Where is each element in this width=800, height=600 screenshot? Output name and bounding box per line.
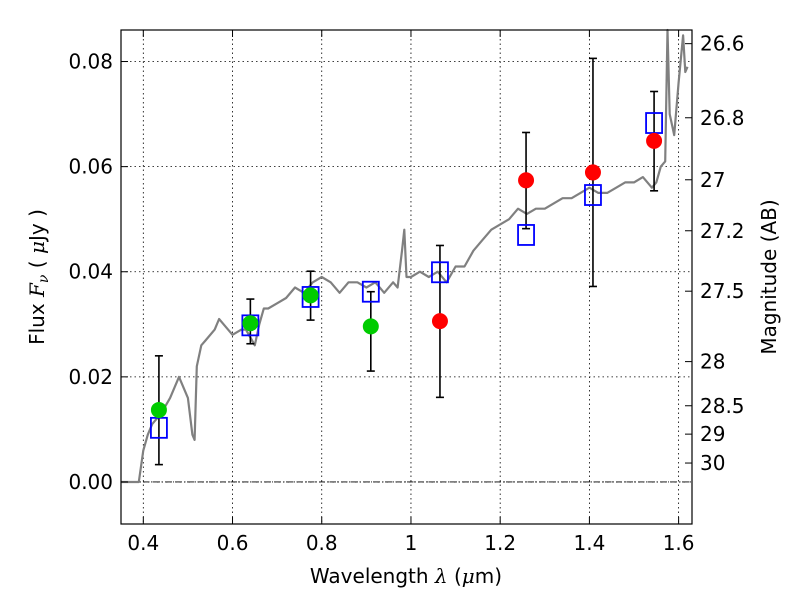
y-axis-label: Flux Fν ( μJy ): [25, 209, 52, 345]
observed-point-marker: [150, 401, 167, 418]
y2-tick-label: 27.2: [700, 219, 745, 243]
y2-tick-label: 26.8: [700, 106, 745, 130]
y-tick-label: 0.06: [68, 155, 113, 179]
plot-frame: [120, 29, 693, 525]
y2-tick-label: 27: [700, 168, 725, 192]
x-tick-label: 0.4: [127, 531, 159, 555]
x-tick-label: 1.6: [663, 531, 695, 555]
markers: [150, 112, 663, 439]
observed-point-marker: [362, 318, 379, 335]
model-square-marker: [584, 184, 602, 206]
y2-tick-label: 27.5: [700, 279, 745, 303]
y-tick-label: 0.00: [68, 470, 113, 494]
y2-tick-label: 29: [700, 422, 725, 446]
x-tick-label: 1: [405, 531, 418, 555]
observed-point-marker: [646, 132, 663, 149]
observed-point-marker: [518, 172, 535, 189]
y2-tick-label: 28.5: [700, 394, 745, 418]
model-square-marker: [431, 261, 449, 284]
y-tick-label: 0.02: [68, 365, 113, 389]
model-square-marker: [301, 286, 320, 308]
model-square-marker: [361, 280, 380, 303]
y2-tick-label: 28: [700, 350, 725, 374]
y-tick-label: 0.08: [68, 50, 113, 74]
model-square-marker: [517, 224, 535, 246]
y2-tick-label: 30: [700, 451, 725, 475]
grid: [121, 30, 692, 524]
x-axis-label: Wavelength λ (μm): [310, 564, 502, 588]
observed-point-marker: [584, 164, 601, 181]
y-tick-label: 0.04: [68, 260, 113, 284]
y2-tick-label: 26.6: [700, 32, 745, 56]
x-tick-label: 1.4: [573, 531, 605, 555]
template-spectrum: [121, 28, 689, 484]
spectrum-line: [121, 28, 689, 484]
y2-axis-label: Magnitude (AB): [757, 199, 781, 354]
ticks: 0.4 0.6 0.8 1 1.2 1.4 1.6 0.00 0.02 0.04 0.06 0.08 2…: [68, 30, 745, 555]
observed-point-marker: [431, 313, 448, 330]
x-tick-label: 1.2: [484, 531, 516, 555]
x-tick-label: 0.6: [217, 531, 249, 555]
observed-point-marker: [302, 287, 319, 304]
observed-point-marker: [242, 315, 259, 332]
x-tick-label: 0.8: [306, 531, 338, 555]
